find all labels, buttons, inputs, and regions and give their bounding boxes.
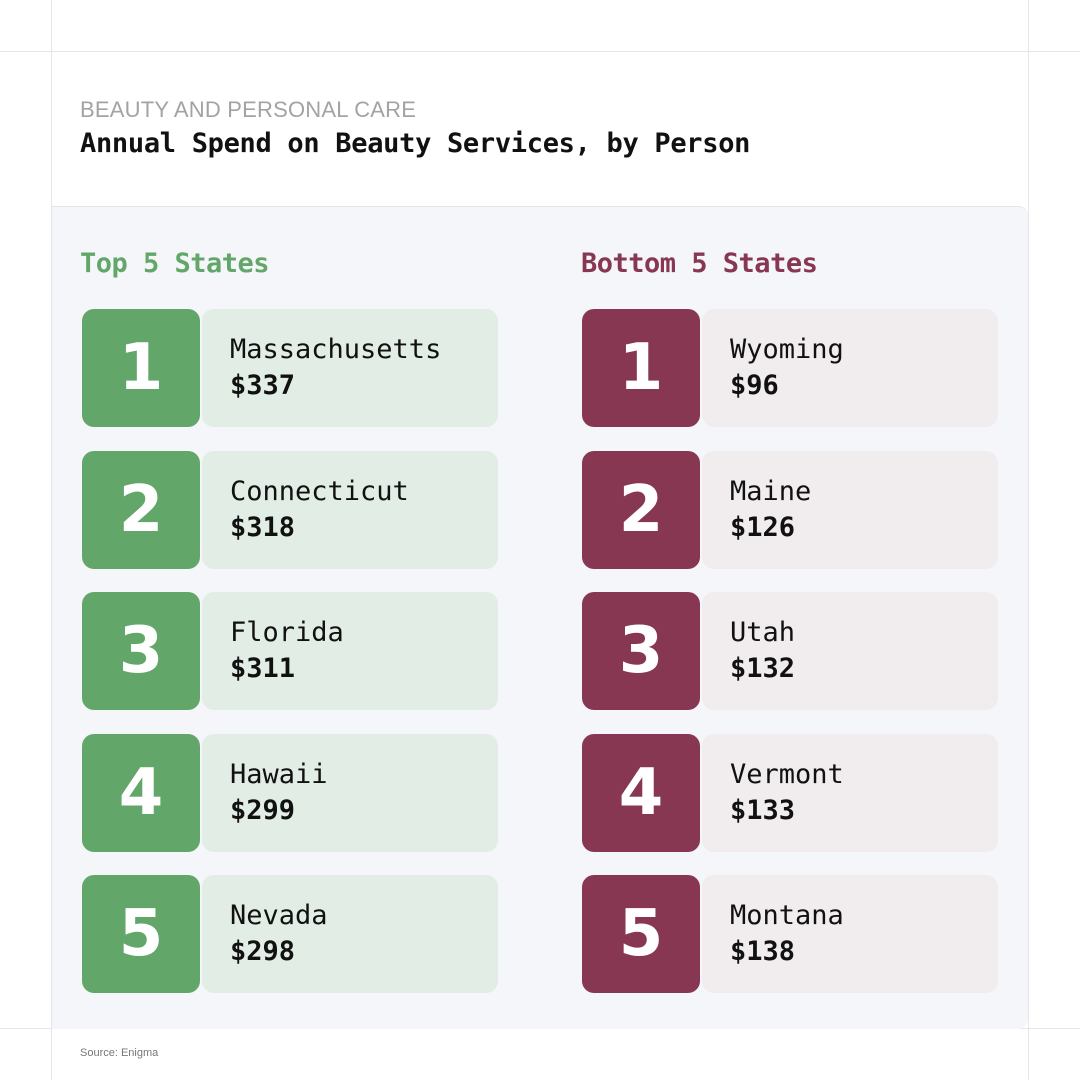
grid-line-top [0, 51, 1080, 52]
state-name: Nevada [230, 900, 328, 931]
state-card: Maine $126 [702, 450, 998, 569]
state-name: Montana [730, 900, 844, 931]
rank-badge: 4 [82, 733, 200, 852]
rank-badge: 1 [582, 309, 700, 427]
rank-badge: 3 [82, 592, 200, 710]
state-card: Florida $311 [202, 592, 498, 710]
spend-amount: $126 [730, 511, 796, 543]
spend-amount: $318 [230, 511, 296, 543]
state-name: Maine [730, 475, 812, 507]
category-eyebrow: BEAUTY AND PERSONAL CARE [80, 97, 417, 122]
ranking-row: 4 Hawaii $299 [82, 733, 498, 852]
state-name: Hawaii [230, 758, 328, 790]
grid-line-left [51, 0, 52, 1080]
rank-badge: 5 [582, 875, 700, 993]
rank-badge: 3 [582, 592, 700, 710]
spend-amount: $138 [730, 936, 796, 967]
state-name: Utah [730, 617, 796, 648]
ranking-row: 5 Nevada $298 [82, 875, 498, 993]
state-card: Hawaii $299 [202, 733, 498, 852]
bottom-states-heading: Bottom 5 States [581, 248, 818, 279]
bottom-states-list: 1 Wyoming $96 2 Maine $126 3 Utah $132 4… [582, 309, 998, 1017]
state-card: Montana $138 [702, 875, 998, 993]
rank-badge: 2 [82, 450, 200, 569]
state-name: Florida [230, 617, 344, 648]
ranking-row: 2 Maine $126 [582, 450, 998, 569]
ranking-row: 4 Vermont $133 [582, 733, 998, 852]
spend-amount: $299 [230, 794, 296, 826]
state-card: Vermont $133 [702, 733, 998, 852]
ranking-row: 1 Massachusetts $337 [82, 309, 498, 427]
rank-badge: 5 [82, 875, 200, 993]
state-card: Utah $132 [702, 592, 998, 710]
spend-amount: $337 [230, 370, 296, 401]
state-card: Massachusetts $337 [202, 309, 498, 427]
ranking-row: 5 Montana $138 [582, 875, 998, 993]
page-title: Annual Spend on Beauty Services, by Pers… [80, 128, 751, 159]
rank-badge: 1 [82, 309, 200, 427]
state-card: Wyoming $96 [702, 309, 998, 427]
spend-amount: $298 [230, 936, 296, 967]
grid-line-right [1028, 0, 1029, 1080]
spend-amount: $311 [230, 653, 296, 684]
top-states-list: 1 Massachusetts $337 2 Connecticut $318 … [82, 309, 498, 1017]
spend-amount: $96 [730, 370, 779, 401]
state-name: Vermont [730, 758, 844, 790]
ranking-row: 3 Utah $132 [582, 592, 998, 710]
state-card: Connecticut $318 [202, 450, 498, 569]
rank-badge: 2 [582, 450, 700, 569]
state-card: Nevada $298 [202, 875, 498, 993]
spend-amount: $132 [730, 653, 796, 684]
ranking-row: 2 Connecticut $318 [82, 450, 498, 569]
spend-amount: $133 [730, 794, 796, 826]
state-name: Massachusetts [230, 334, 442, 365]
source-note: Source: Enigma [80, 1047, 159, 1059]
ranking-row: 3 Florida $311 [82, 592, 498, 710]
top-states-heading: Top 5 States [80, 248, 270, 279]
state-name: Wyoming [730, 334, 844, 365]
ranking-row: 1 Wyoming $96 [582, 309, 998, 427]
state-name: Connecticut [230, 475, 409, 507]
rank-badge: 4 [582, 733, 700, 852]
